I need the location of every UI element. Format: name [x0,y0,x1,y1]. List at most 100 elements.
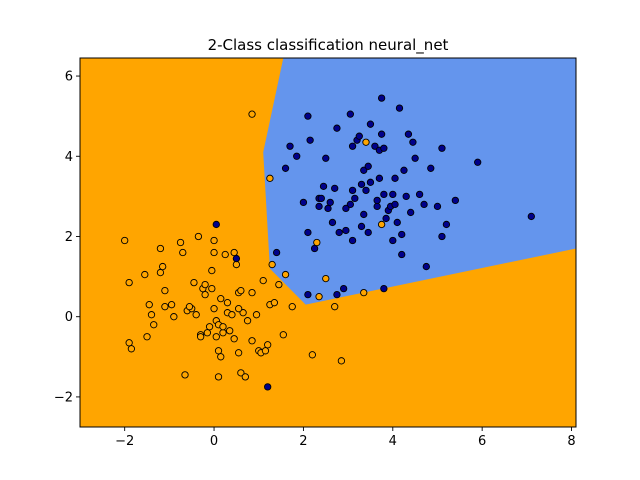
data-point-class-1 [398,250,406,259]
data-point-class-0 [230,335,238,343]
data-point-class-0 [270,299,279,307]
data-point-class-0 [230,248,238,257]
data-points [121,94,535,391]
data-point-class-1 [398,230,406,239]
data-point-class-0 [313,238,321,247]
data-point-class-0 [331,303,339,311]
data-point-class-1 [391,200,399,209]
data-point-class-0 [201,290,209,299]
data-point-class-1 [380,190,388,199]
data-point-class-1 [357,180,366,188]
data-point-class-1 [335,228,343,237]
data-point-class-0 [266,174,274,182]
data-point-class-1 [366,178,375,186]
data-point-class-0 [179,248,187,257]
data-point-class-1 [272,248,281,257]
data-point-class-1 [319,182,328,190]
data-point-class-0 [214,373,223,381]
x-tick-label: 2 [299,434,307,449]
data-point-class-1 [348,236,357,245]
data-point-class-1 [415,190,424,199]
data-point-class-0 [203,329,212,337]
data-point-class-1 [286,142,294,150]
data-point-class-0 [217,353,225,361]
decision-regions [263,58,576,305]
data-point-class-1 [360,166,368,174]
data-point-class-0 [150,321,158,329]
data-point-class-0 [210,305,218,313]
data-point-class-0 [143,333,151,341]
data-point-class-0 [208,266,216,275]
data-point-class-1 [348,186,357,195]
data-point-class-0 [194,232,203,241]
data-point-class-0 [248,337,256,345]
data-point-class-1 [317,194,325,203]
x-axis: −2 0 2 4 6 8 [115,427,576,449]
x-tick-label: 0 [210,434,218,449]
data-point-class-0 [201,280,209,289]
data-point-class-1 [409,138,417,146]
data-point-class-1 [348,142,357,150]
data-point-class-1 [264,383,272,391]
data-point-class-0 [210,236,218,245]
data-point-class-0 [219,323,227,331]
data-point-class-1 [293,152,301,160]
data-point-class-0 [261,347,270,355]
data-point-class-1 [346,200,354,209]
data-point-class-0 [196,333,205,341]
data-point-class-0 [268,260,276,269]
data-point-class-0 [308,351,317,359]
data-point-class-0 [281,270,290,279]
data-point-class-0 [159,262,167,271]
data-point-class-0 [167,301,176,309]
data-point-class-0 [121,236,129,245]
data-point-class-1 [375,174,384,182]
data-point-class-1 [212,220,220,229]
data-point-class-0 [279,331,287,339]
y-tick-label: 6 [65,70,73,85]
data-point-class-0 [237,369,245,377]
data-point-class-0 [237,286,245,295]
data-point-class-1 [380,144,388,152]
data-point-class-0 [234,305,243,313]
decision-region-class-1 [263,58,576,305]
data-point-class-1 [324,204,332,213]
data-point-class-0 [223,299,232,307]
data-point-class-1 [333,124,341,132]
data-point-class-0 [141,270,149,279]
data-point-class-1 [331,184,339,193]
data-point-class-0 [208,284,216,293]
data-point-class-1 [474,158,482,166]
data-point-class-1 [366,120,375,128]
x-tick-label: 6 [478,434,486,449]
data-point-class-0 [156,244,165,253]
data-point-class-0 [232,260,241,269]
y-tick-label: 2 [65,230,73,245]
data-point-class-1 [377,94,386,102]
data-point-class-1 [527,212,535,221]
data-point-class-0 [147,311,156,319]
data-point-class-1 [281,164,290,172]
y-tick-label: −2 [54,390,73,405]
axes-frame [79,57,577,428]
data-point-class-0 [259,276,267,285]
data-point-class-1 [377,130,386,138]
data-point-class-0 [214,347,223,355]
data-point-class-1 [391,174,399,182]
data-point-class-1 [373,202,381,211]
data-point-class-1 [326,198,334,207]
data-point-class-0 [275,280,283,289]
data-point-class-1 [427,164,435,172]
x-tick-label: 8 [567,434,575,449]
data-point-class-1 [304,228,312,237]
data-point-class-0 [228,311,236,319]
data-point-class-1 [380,284,388,293]
data-point-class-0 [360,288,368,297]
data-point-class-0 [145,301,153,309]
plot-area [80,58,576,427]
x-tick-label: 4 [389,434,397,449]
data-point-class-1 [304,290,312,299]
y-tick-label: 0 [65,310,73,325]
chart-title: 2-Class classification neural_net [208,36,449,55]
data-point-class-1 [299,198,308,207]
